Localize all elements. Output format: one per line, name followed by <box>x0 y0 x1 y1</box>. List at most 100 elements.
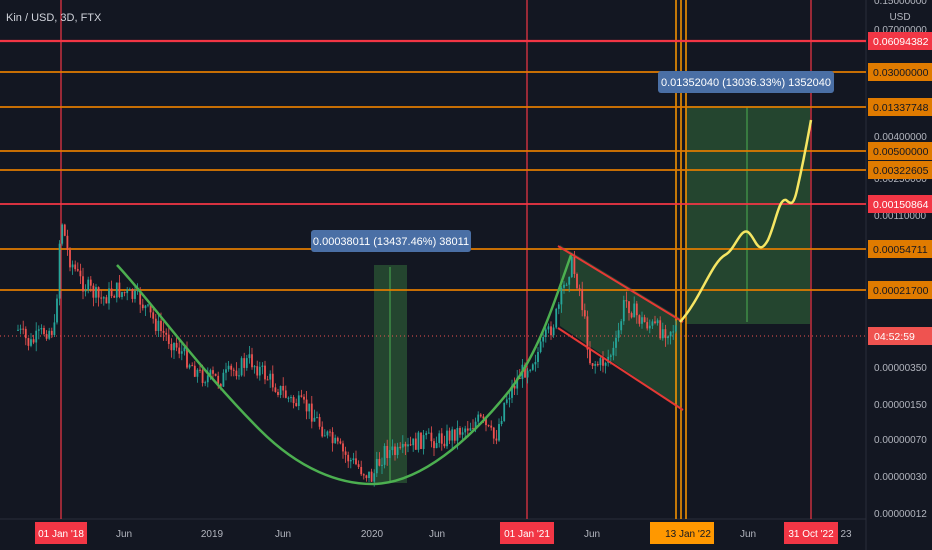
candle-body <box>401 443 404 448</box>
candle-body <box>82 276 84 292</box>
candle-body <box>245 358 248 368</box>
candle-body <box>110 288 113 297</box>
candle-body <box>339 441 342 444</box>
cup-arc[interactable] <box>116 254 573 486</box>
level-tag-label-5: 0.00150864 <box>873 199 929 211</box>
candle-body <box>453 429 456 441</box>
channel-bottom[interactable] <box>557 327 684 411</box>
candle-body <box>287 397 290 399</box>
candle-body <box>472 428 474 430</box>
countdown-label: 04:52:59 <box>874 331 915 343</box>
candle-body <box>17 329 19 331</box>
candle-body <box>219 383 222 387</box>
candle-body <box>303 396 305 400</box>
candle-body <box>570 256 573 278</box>
level-tag-label-1: 0.03000000 <box>873 67 929 79</box>
time-axis[interactable]: Jun 2019 Jun 2020 Jun Jun Jun <box>116 529 756 540</box>
price-tick: 0.00250000 <box>874 174 927 185</box>
candle-body <box>32 339 35 343</box>
candle-body <box>492 427 495 439</box>
candle-body <box>58 243 61 299</box>
candle-body <box>386 445 389 459</box>
candle-body <box>173 342 175 351</box>
candle-body <box>375 458 378 474</box>
candle-body <box>256 366 259 376</box>
candle-body <box>292 397 295 404</box>
candle-body <box>557 304 560 309</box>
candle-body <box>589 349 591 364</box>
candle-body <box>274 387 277 392</box>
candle-body <box>196 369 199 377</box>
time-label-2018: 01 Jan '18 <box>38 529 84 540</box>
candle-body <box>464 428 467 433</box>
time-label-trailing: 23 <box>840 529 852 540</box>
price-tick: 0.00110000 <box>874 211 927 222</box>
candle-body <box>178 347 181 354</box>
candle-body <box>435 442 438 449</box>
candle-body <box>108 288 110 304</box>
candle-body <box>555 308 558 328</box>
candle-body <box>495 438 498 441</box>
candle-body <box>295 403 298 406</box>
candle-body <box>635 303 638 316</box>
candle-body <box>87 279 90 291</box>
candle-body <box>149 304 152 313</box>
candle-body <box>576 274 578 289</box>
channel-top[interactable] <box>557 245 684 323</box>
candle-body <box>89 279 92 286</box>
candle-body <box>552 327 555 336</box>
projection-path[interactable] <box>679 119 813 323</box>
candle-body <box>30 339 32 346</box>
candle-body <box>92 285 95 298</box>
candle-body <box>253 366 256 368</box>
candle-body <box>612 347 615 356</box>
candle-body <box>388 450 391 459</box>
candle-body <box>310 403 313 422</box>
candle-body <box>456 427 459 441</box>
candle-body <box>141 304 144 309</box>
candle-body <box>79 270 82 277</box>
candle-body <box>667 336 669 339</box>
candle-body <box>466 428 469 431</box>
candle-body <box>248 354 251 359</box>
candle-body <box>508 397 511 400</box>
candle-body <box>212 370 214 374</box>
candle-body <box>347 454 350 462</box>
candle-body <box>396 446 399 455</box>
candle-body <box>321 426 324 437</box>
time-label-jan-2022: 13 Jan '22 <box>665 529 711 540</box>
candle-body <box>440 433 443 444</box>
candle-body <box>209 370 212 376</box>
candle-body <box>227 365 230 370</box>
candle-body <box>414 438 417 450</box>
level-tag-label-0: 0.06094382 <box>873 36 929 48</box>
candle-body <box>154 318 157 332</box>
candle-body <box>206 375 209 383</box>
candle-body <box>500 420 503 425</box>
candle-body <box>334 437 337 444</box>
candle-body <box>547 326 550 330</box>
candle-body <box>300 395 303 397</box>
candle-body <box>313 417 316 422</box>
candle-body <box>539 341 542 352</box>
candle-body <box>118 282 121 297</box>
candle-body <box>425 433 428 436</box>
candle-body <box>399 446 402 448</box>
time-highlight-jan-2022: 13 Jan '22 <box>650 522 714 544</box>
candle-body <box>490 425 493 428</box>
candle-body <box>596 364 599 366</box>
measure-box-2[interactable] <box>686 106 810 324</box>
price-tick: 0.00000012 <box>874 509 927 520</box>
price-axis[interactable]: 0.15000000 0.07000000 0.00400000 0.00250000… <box>874 0 927 520</box>
candle-body <box>297 395 300 406</box>
candle-body <box>277 391 279 395</box>
candle-body <box>360 466 363 475</box>
candle-body <box>243 358 246 368</box>
candle-body <box>61 224 64 244</box>
candle-body <box>609 355 612 357</box>
candle-body <box>412 438 415 446</box>
candle-body <box>622 300 625 322</box>
candle-body <box>394 446 396 455</box>
candle-body <box>542 337 545 342</box>
